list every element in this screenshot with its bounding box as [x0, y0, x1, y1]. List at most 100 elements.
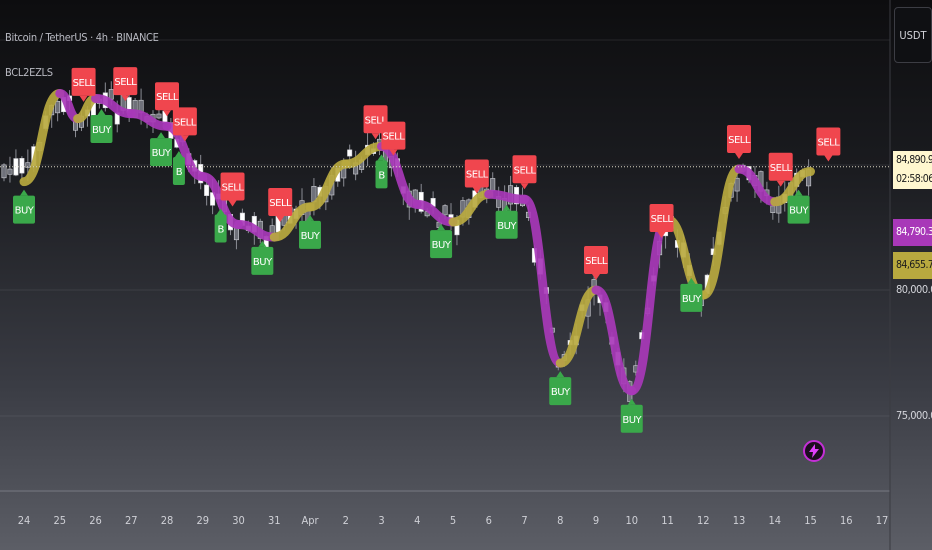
buy-signal[interactable]: BUY: [13, 189, 35, 224]
signal-pointer: [258, 240, 267, 247]
signal-box: [584, 246, 608, 274]
buy-signal[interactable]: BUY: [150, 132, 172, 167]
trend-segment-down: [484, 189, 529, 204]
time-tick-label: 8: [557, 514, 564, 527]
time-tick-label: 16: [839, 514, 853, 527]
currency-button[interactable]: USDT: [894, 7, 932, 63]
candle-body: [490, 178, 496, 191]
signal-label: BUY: [152, 148, 172, 159]
candle-body: [7, 168, 13, 175]
buy-signal[interactable]: B: [172, 151, 185, 185]
signal-box: [268, 188, 293, 217]
signal-box: [816, 127, 841, 156]
lightning-icon[interactable]: [803, 440, 825, 462]
signal-pointer: [437, 224, 446, 231]
signal-label: BUY: [15, 206, 35, 217]
sell-signal[interactable]: SELL: [768, 152, 793, 187]
candle-body: [347, 149, 353, 157]
trend-segment-down: [520, 194, 565, 368]
candle-body: [19, 158, 25, 174]
signal-box: [620, 404, 643, 433]
sell-signal[interactable]: SELL: [172, 107, 197, 142]
sell-signal[interactable]: SELL: [512, 155, 537, 190]
signal-pointer: [657, 232, 666, 238]
time-tick-label: 2: [342, 514, 349, 527]
sell-signal[interactable]: SELL: [584, 246, 608, 280]
signal-label: BUY: [682, 294, 702, 305]
signal-label: SELL: [651, 214, 674, 225]
candle-body: [770, 205, 776, 213]
sell-signal[interactable]: SELL: [220, 172, 245, 207]
signal-pointer: [371, 133, 380, 140]
sell-signal[interactable]: SELL: [464, 159, 489, 194]
time-tick-label: 27: [124, 514, 138, 527]
signal-label: BUY: [432, 240, 452, 251]
signal-label: SELL: [114, 77, 137, 88]
time-tick-label: 25: [53, 514, 67, 527]
olive-line-price-tag: 84,655.75: [893, 252, 932, 279]
buy-signal[interactable]: BUY: [430, 224, 452, 259]
sell-signal[interactable]: SELL: [816, 127, 841, 162]
signal-box: [381, 121, 406, 150]
sell-signal[interactable]: SELL: [268, 188, 293, 223]
candle-body: [1, 164, 7, 179]
sell-signal[interactable]: SELL: [727, 125, 751, 160]
signal-box: [375, 160, 388, 189]
price-label-80000: 80,000.00: [896, 283, 932, 296]
time-tick-label: 11: [661, 514, 674, 527]
signal-pointer: [502, 204, 511, 211]
signal-pointer: [824, 155, 833, 162]
time-tick-label: 24: [17, 514, 31, 527]
buy-signal[interactable]: BUY: [620, 398, 643, 433]
candle-body: [25, 162, 31, 168]
signal-box: [787, 195, 810, 224]
buy-signal[interactable]: B: [214, 208, 227, 243]
signal-pointer: [97, 109, 106, 115]
signal-markers: BUY SELL SELL BUY BUY SELL SELL B SELL B SELL BUY BU…: [13, 67, 841, 433]
signal-label: SELL: [365, 115, 388, 126]
time-tick-label: 10: [625, 514, 639, 527]
indicator-name[interactable]: BCL2EZLS: [5, 66, 53, 79]
sell-signal[interactable]: SELL: [381, 121, 406, 156]
buy-signal[interactable]: BUY: [787, 189, 810, 224]
time-tick-label: 9: [592, 514, 600, 527]
signal-box: [90, 115, 113, 143]
buy-signal[interactable]: BUY: [251, 240, 274, 275]
signal-pointer: [687, 277, 696, 284]
buy-signal[interactable]: BUY: [495, 204, 518, 239]
signal-pointer: [163, 110, 171, 117]
sell-signal[interactable]: SELL: [71, 67, 96, 102]
signal-label: SELL: [514, 165, 537, 176]
buy-signal[interactable]: BUY: [549, 371, 572, 406]
time-tick-label: 12: [696, 514, 710, 527]
sell-signal[interactable]: SELL: [649, 204, 674, 238]
signal-label: B: [217, 225, 224, 236]
signal-label: SELL: [817, 138, 840, 149]
signal-label: SELL: [174, 117, 197, 128]
signal-label: BUY: [92, 125, 112, 136]
signal-pointer: [276, 216, 285, 223]
current-price-value: 84,890.93: [896, 154, 932, 166]
signal-pointer: [174, 151, 183, 157]
buy-signal[interactable]: BUY: [680, 277, 703, 312]
signal-label: SELL: [269, 198, 292, 209]
current-price-tag: 84,890.93 02:58:06: [893, 151, 932, 189]
buy-signal[interactable]: B: [375, 154, 388, 189]
signal-pointer: [389, 149, 398, 156]
symbol-title[interactable]: Bitcoin / TetherUS · 4h · BINANCE: [5, 31, 159, 44]
buy-signal[interactable]: BUY: [299, 214, 321, 249]
signal-label: SELL: [585, 256, 608, 267]
sell-signal[interactable]: SELL: [113, 67, 138, 102]
signal-pointer: [121, 95, 130, 102]
signal-pointer: [735, 153, 743, 160]
signal-pointer: [79, 95, 88, 102]
sell-signal[interactable]: SELL: [155, 82, 179, 117]
signal-pointer: [592, 274, 600, 280]
signal-box: [464, 159, 489, 188]
time-tick-label: 15: [804, 514, 817, 527]
buy-signal[interactable]: BUY: [90, 109, 113, 143]
candle-countdown: 02:58:06: [896, 173, 932, 185]
trend-segment-up: [269, 202, 315, 242]
signal-box: [13, 195, 35, 224]
